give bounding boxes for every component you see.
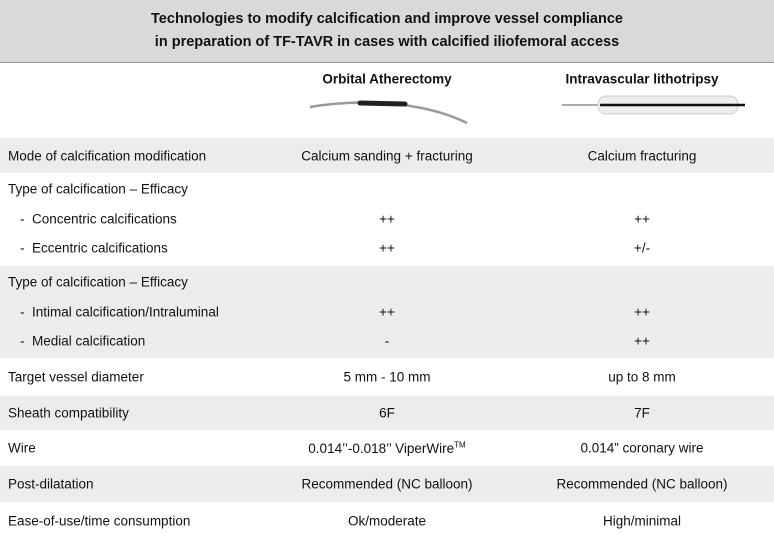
- cell: ++: [379, 211, 395, 227]
- column-header: Orbital Atherectomy: [322, 71, 452, 87]
- cell: 7F: [634, 405, 650, 421]
- label-text: Medial calcification: [32, 333, 146, 349]
- row-label: Wire: [8, 440, 36, 456]
- superscript: TM: [454, 440, 466, 450]
- cell: 0.014’’-0.018’’ ViperWireTM: [308, 440, 465, 456]
- row-label: Ease-of-use/time consumption: [8, 513, 191, 528]
- label-text: Concentric calcifications: [32, 211, 177, 227]
- cell: High/minimal: [602, 513, 682, 528]
- cell: ++: [379, 240, 395, 256]
- title-line: in preparation of TF-TAVR in cases with …: [154, 34, 620, 50]
- sub-row-label: - Eccentric calcifications: [20, 241, 168, 256]
- sub-row-label: - Intimal calcification/Intraluminal: [20, 305, 219, 320]
- cell: up to 8 mm: [608, 369, 676, 385]
- table-row: Type of calcification – Efficacy - Concen…: [0, 173, 774, 266]
- sub-row-label: - Concentric calcifications: [20, 212, 177, 227]
- title-band: Technologies to modify calcification and…: [0, 0, 774, 63]
- title-line: Technologies to modify calcification and…: [151, 11, 623, 27]
- dash: -: [20, 240, 32, 256]
- table-row: Wire 0.014’’-0.018’’ ViperWireTM 0.014” co…: [0, 430, 774, 466]
- cell: 5 mm - 10 mm: [343, 369, 431, 385]
- cell: -: [384, 333, 390, 349]
- row-label: Post-dilatation: [8, 476, 94, 492]
- cell: Recommended (NC balloon): [301, 476, 473, 492]
- cell: +/-: [633, 240, 651, 256]
- dash: -: [20, 304, 32, 320]
- header-row: Orbital Atherectomy Intravascular lithot…: [0, 63, 774, 138]
- cell: 6F: [379, 405, 395, 421]
- row-label: Type of calcification – Efficacy: [8, 274, 188, 290]
- lithotripsy-image: [562, 95, 745, 115]
- label-text: Eccentric calcifications: [32, 240, 168, 256]
- cell: Ok/moderate: [347, 513, 427, 528]
- dash: -: [20, 211, 32, 227]
- row-label: Sheath compatibility: [8, 405, 129, 421]
- cell: 0.014” coronary wire: [580, 440, 704, 456]
- cell: Calcium sanding + fracturing: [301, 148, 473, 163]
- sub-row-label: - Medial calcification: [20, 334, 145, 349]
- row-label: Mode of calcification modification: [8, 148, 207, 163]
- table-row: Post-dilatation Recommended (NC balloon) R…: [0, 466, 774, 502]
- row-label: Type of calcification – Efficacy: [8, 181, 188, 197]
- cell: Recommended (NC balloon): [556, 476, 728, 492]
- table-row: Target vessel diameter 5 mm - 10 mm up to …: [0, 358, 774, 396]
- atherectomy-image: [309, 100, 468, 125]
- table-row: Type of calcification – Efficacy - Intima…: [0, 266, 774, 358]
- label-text: Intimal calcification/Intraluminal: [32, 304, 219, 320]
- table-row: Mode of calcification modification Calciu…: [0, 138, 774, 173]
- cell: Calcium fracturing: [587, 148, 697, 163]
- row-label: Target vessel diameter: [8, 369, 144, 385]
- table-row: Ease-of-use/time consumption Ok/moderate H…: [0, 502, 774, 539]
- cell: ++: [379, 304, 395, 320]
- cell: ++: [634, 304, 650, 320]
- cell: ++: [634, 333, 650, 349]
- dash: -: [20, 333, 32, 349]
- cell: ++: [634, 211, 650, 227]
- cell-text: 0.014’’-0.018’’ ViperWire: [308, 440, 455, 456]
- table-row: Sheath compatibility 6F 7F: [0, 396, 774, 430]
- column-header: Intravascular lithotripsy: [565, 71, 719, 87]
